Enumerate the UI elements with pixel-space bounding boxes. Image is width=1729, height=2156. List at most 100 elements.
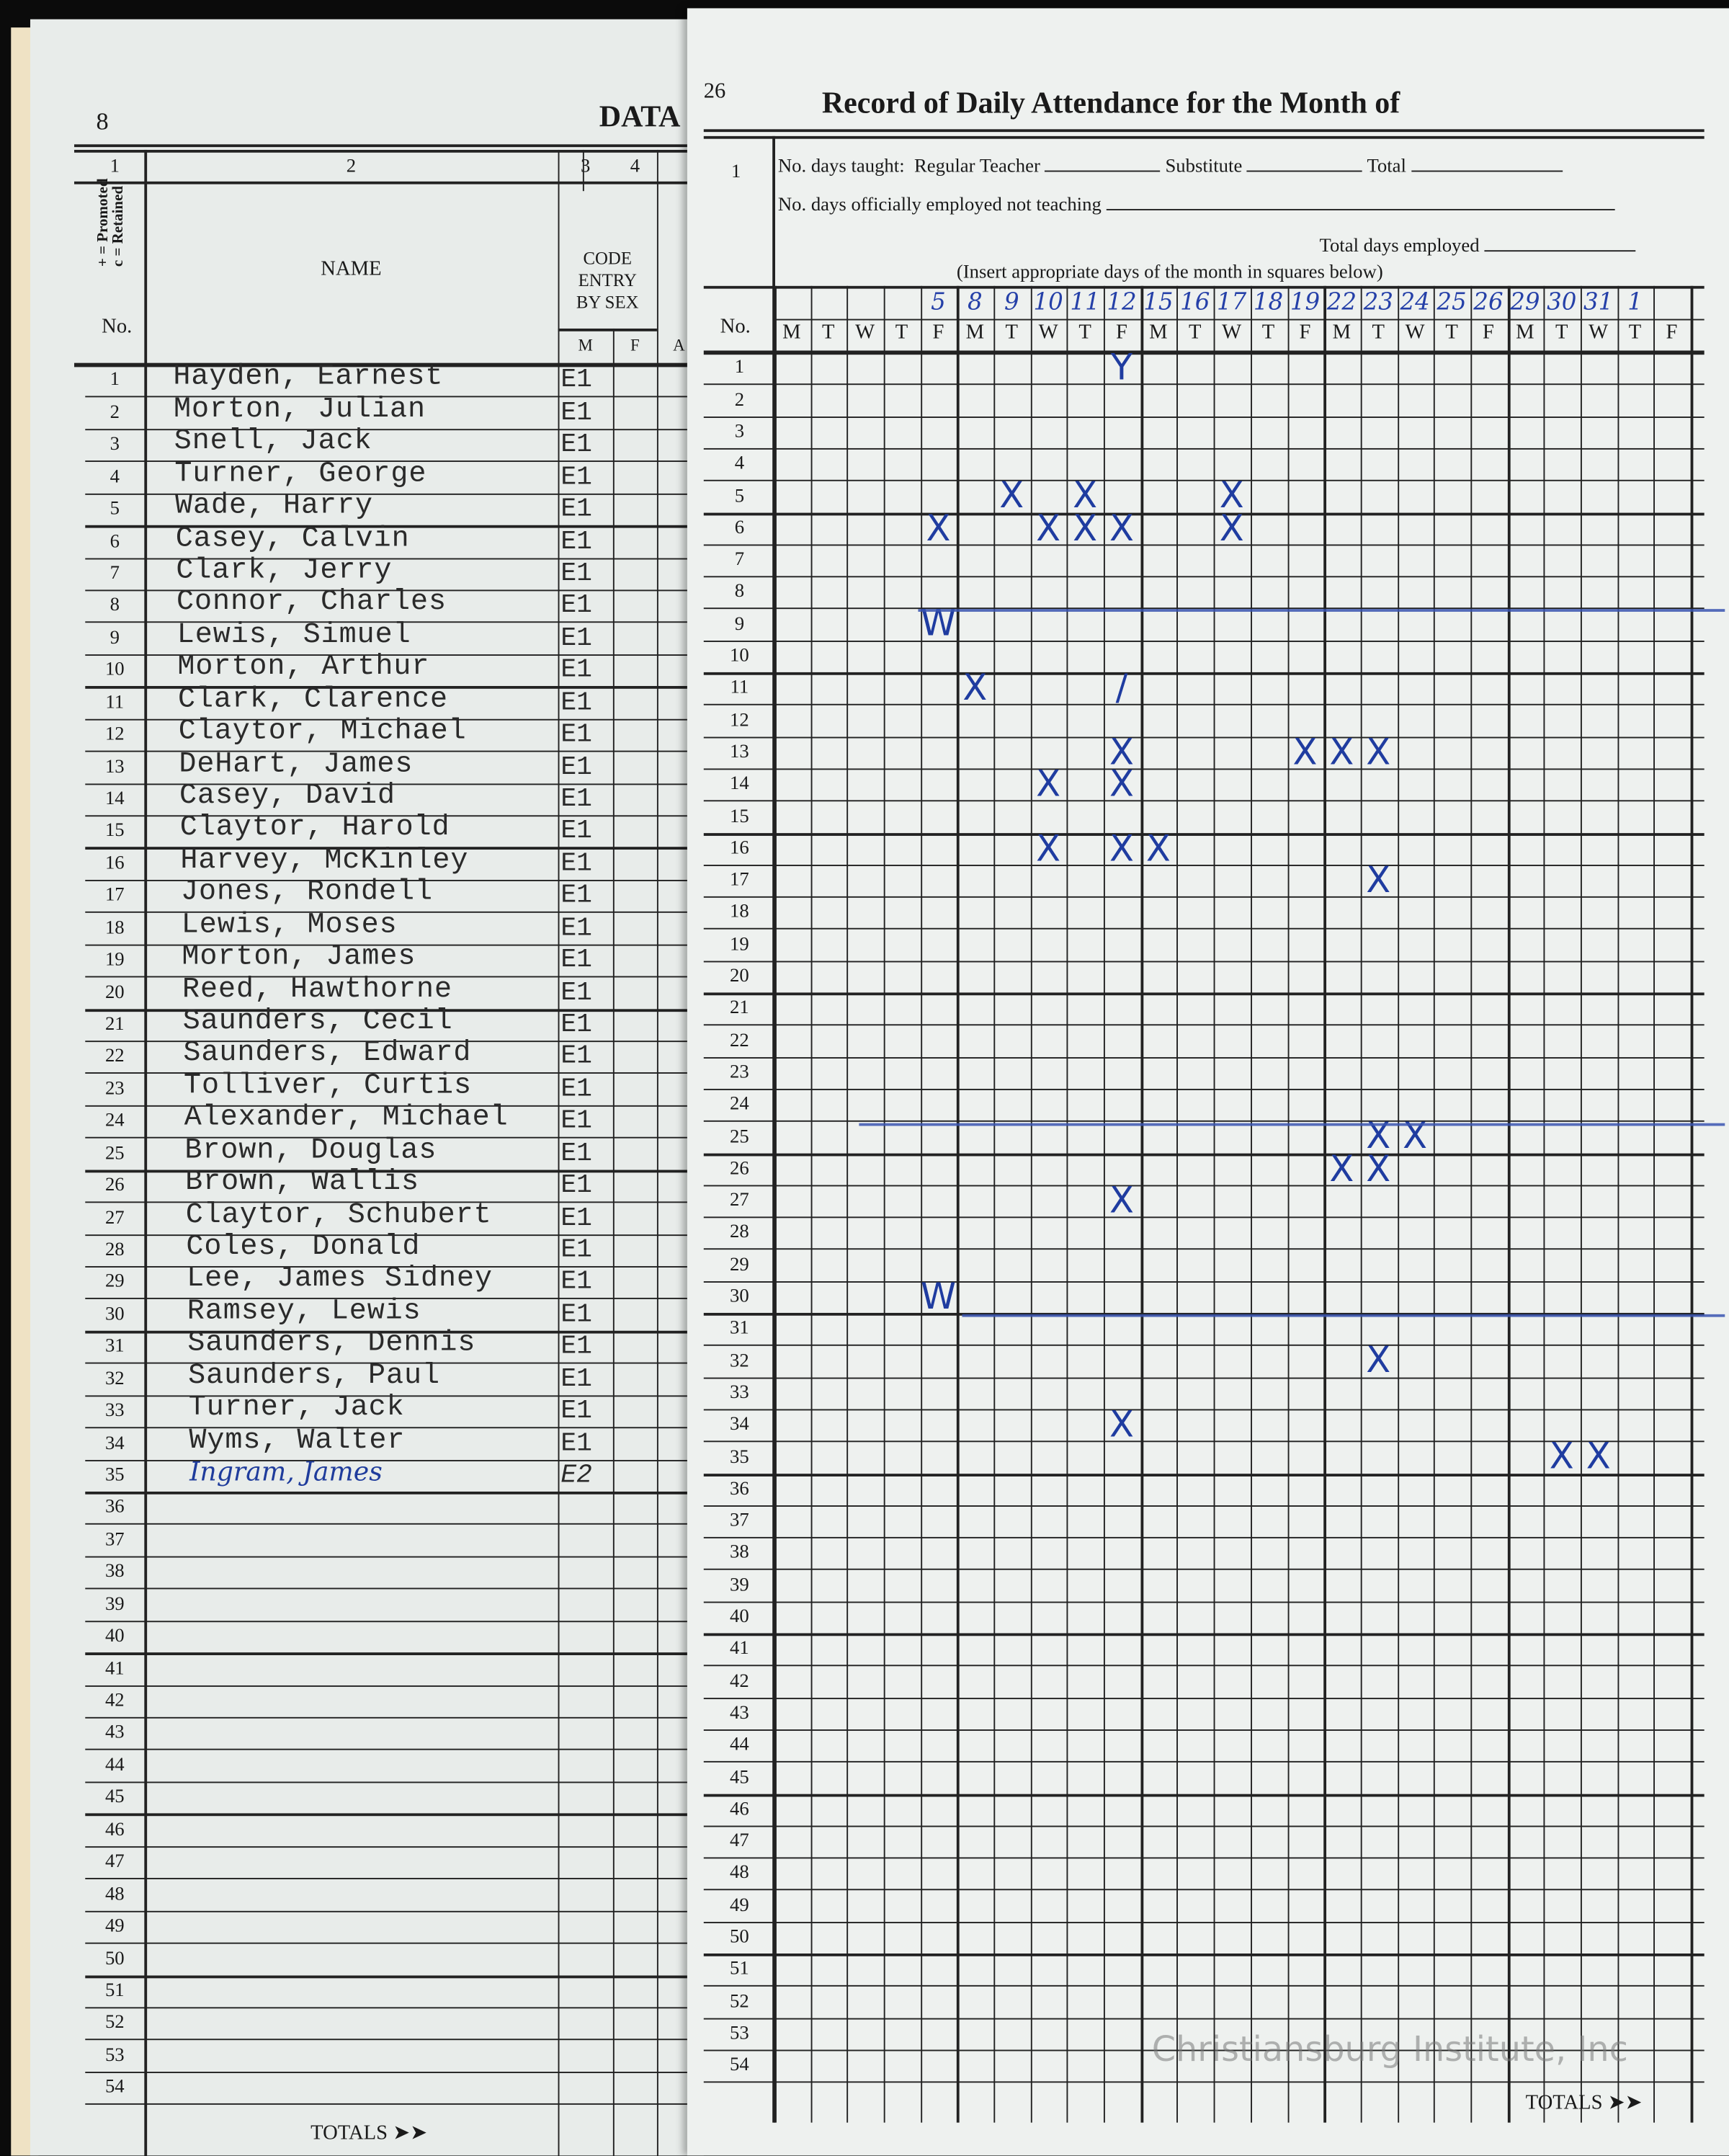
absence-mark: X [962, 668, 988, 710]
grid-row-number: 13 [730, 742, 749, 763]
date-header: 18 [1253, 288, 1284, 316]
absence-mark: X [1549, 1437, 1574, 1479]
row-number: 47 [104, 1852, 125, 1873]
total-days-employed-line: Total days employed [1319, 236, 1636, 259]
grid-row-number: 45 [730, 1767, 749, 1788]
student-name: Turner, George [174, 458, 427, 491]
student-code: E1 [560, 1331, 592, 1362]
total-days-employed-label: Total days employed [1319, 236, 1480, 257]
code-header-line: BY SEX [576, 291, 639, 313]
row-number: 51 [104, 1980, 125, 2002]
row-number: 9 [110, 628, 120, 649]
column-line [1617, 285, 1619, 2123]
row-number: 16 [104, 853, 125, 875]
student-code: E1 [560, 783, 592, 814]
grid-row-number: 48 [730, 1863, 749, 1884]
grid-row-line [703, 800, 1705, 802]
not-teaching-field[interactable] [1106, 208, 1615, 210]
student-name: Clark, Clarence [178, 684, 449, 716]
weekday-header: M [1149, 321, 1168, 344]
row-line [85, 912, 704, 914]
row-line [85, 1201, 704, 1203]
grid-row-number: 30 [730, 1286, 749, 1308]
left-page: 8 DATA 1 2 3 4 + = Promoted c = Retained… [30, 19, 704, 2156]
student-name: Saunders, Edward [183, 1038, 472, 1071]
absence-mark: X [1109, 764, 1134, 806]
grid-row-line [703, 768, 1705, 770]
student-code: E1 [560, 461, 592, 492]
absence-mark: W [920, 1276, 957, 1318]
grid-row-number: 2 [734, 390, 745, 411]
row-line [85, 1105, 704, 1107]
student-name: DeHart, James [179, 748, 414, 780]
student-code: E1 [560, 1363, 592, 1394]
row-number: 52 [104, 2013, 125, 2034]
row-number: 18 [104, 917, 125, 939]
student-name: Claytor, Michael [178, 716, 467, 749]
row-number: 45 [104, 1787, 125, 1809]
row-line [85, 1363, 704, 1365]
date-header: 31 [1583, 288, 1614, 316]
weekday-header: M [1516, 321, 1534, 344]
row-line [85, 1942, 704, 1944]
student-code: E1 [560, 1427, 592, 1458]
student-code: E1 [560, 847, 592, 878]
grid-row-line [703, 1312, 1705, 1316]
row-line [85, 428, 704, 430]
row-number: 40 [104, 1626, 125, 1647]
substitute-field[interactable] [1247, 170, 1363, 172]
row-line [85, 493, 704, 495]
grid-row-line [703, 960, 1705, 962]
grid-row-line [703, 1185, 1705, 1187]
absence-mark: X [1109, 1180, 1134, 1222]
insert-note: (Insert appropriate days of the month in… [956, 262, 1383, 284]
student-code: E1 [560, 1009, 592, 1040]
total-days-employed-field[interactable] [1484, 250, 1636, 252]
name-header: NAME [321, 258, 382, 281]
date-header: 24 [1400, 288, 1430, 316]
student-name: Wyms, Walter [189, 1425, 406, 1457]
row-line [85, 1492, 704, 1494]
student-name: Claytor, Schubert [185, 1199, 492, 1231]
regular-teacher-field[interactable] [1045, 170, 1161, 172]
date-header: 22 [1326, 288, 1357, 316]
column-line [1104, 285, 1106, 2123]
row-line [85, 1556, 704, 1558]
row-number: 31 [104, 1337, 125, 1358]
grid-row-line [703, 1280, 1705, 1283]
row-number: 32 [104, 1368, 125, 1390]
student-name: Morton, Arthur [177, 651, 430, 684]
student-name: Coles, Donald [186, 1231, 421, 1264]
date-header: 29 [1510, 288, 1540, 316]
student-name: Snell, Jack [174, 426, 372, 458]
row-number: 50 [104, 1948, 125, 1969]
grid-row-line [703, 640, 1705, 642]
grid-row-number: 10 [730, 646, 749, 667]
substitute-label: Substitute [1165, 156, 1243, 178]
row-number: 7 [110, 564, 120, 584]
column-line [1030, 285, 1032, 2123]
column-line [1397, 285, 1399, 2123]
total-field[interactable] [1411, 170, 1563, 172]
absence-mark: X [1366, 1148, 1391, 1190]
grid-row-line [703, 2049, 1705, 2052]
absence-mark: X [999, 476, 1024, 517]
row-line [85, 976, 704, 978]
grid-row-line [703, 1409, 1705, 1411]
student-code: E1 [560, 1266, 592, 1297]
date-header: 1 [1627, 288, 1643, 316]
grid-row-number: 23 [730, 1062, 749, 1084]
row-number: 42 [104, 1690, 125, 1712]
date-header: 17 [1217, 288, 1247, 316]
not-teaching-line: No. days officially employed not teachin… [778, 195, 1615, 218]
column-line [1360, 285, 1362, 2123]
grid-row-line [703, 576, 1705, 578]
row-number: 13 [104, 757, 125, 778]
grid-row-line [703, 672, 1705, 675]
row-line [85, 1814, 704, 1817]
row-number: 4 [110, 467, 120, 488]
grid-row-line [703, 1985, 1705, 1987]
student-name: Alexander, Michael [184, 1102, 509, 1135]
row-line [85, 686, 704, 690]
student-name: Casey, Calvin [175, 523, 410, 555]
